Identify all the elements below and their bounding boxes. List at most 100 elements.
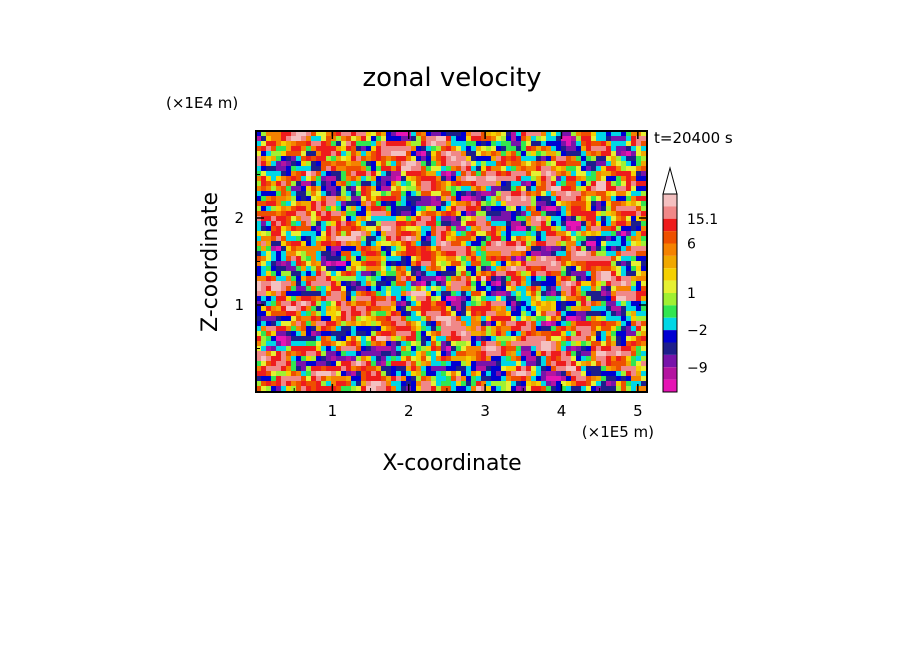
- heatmap-cell: [621, 176, 627, 182]
- heatmap-cell: [546, 316, 552, 322]
- heatmap-cell: [556, 346, 562, 352]
- heatmap-cell: [456, 166, 462, 172]
- heatmap-cell: [441, 261, 447, 267]
- heatmap-cell: [421, 371, 427, 377]
- heatmap-cell: [381, 156, 387, 162]
- heatmap-cell: [576, 271, 582, 277]
- heatmap-cell: [626, 231, 632, 237]
- heatmap-cell: [511, 201, 517, 207]
- heatmap-cell: [396, 261, 402, 267]
- heatmap-cell: [626, 276, 632, 282]
- heatmap-cell: [256, 206, 262, 212]
- heatmap-cell: [441, 341, 447, 347]
- heatmap-cell: [381, 201, 387, 207]
- heatmap-cell: [376, 361, 382, 367]
- heatmap-cell: [501, 271, 507, 277]
- heatmap-cell: [281, 226, 287, 232]
- heatmap-cell: [441, 306, 447, 312]
- heatmap-cell: [436, 261, 442, 267]
- heatmap-cell: [371, 226, 377, 232]
- heatmap-cell: [371, 196, 377, 202]
- heatmap-cell: [461, 186, 467, 192]
- heatmap-cell: [531, 356, 537, 362]
- heatmap-cell: [591, 236, 597, 242]
- heatmap-cell: [276, 376, 282, 382]
- heatmap-cell: [336, 291, 342, 297]
- heatmap-cell: [391, 151, 397, 157]
- heatmap-cell: [336, 341, 342, 347]
- heatmap-cell: [531, 376, 537, 382]
- heatmap-cell: [486, 361, 492, 367]
- heatmap-cell: [501, 341, 507, 347]
- heatmap-cell: [426, 351, 432, 357]
- heatmap-cell: [621, 346, 627, 352]
- heatmap-cell: [431, 151, 437, 157]
- colorbar-bin: [663, 231, 677, 244]
- heatmap-cell: [396, 181, 402, 187]
- heatmap-cell: [461, 276, 467, 282]
- heatmap-cell: [536, 311, 542, 317]
- heatmap-cell: [381, 331, 387, 337]
- heatmap-cell: [576, 361, 582, 367]
- heatmap-cell: [581, 311, 587, 317]
- heatmap-cell: [436, 356, 442, 362]
- heatmap-cell: [591, 156, 597, 162]
- heatmap-cell: [561, 291, 567, 297]
- heatmap-cell: [321, 276, 327, 282]
- heatmap-cell: [551, 176, 557, 182]
- heatmap-cell: [346, 346, 352, 352]
- heatmap-cell: [511, 206, 517, 212]
- heatmap-cell: [451, 211, 457, 217]
- heatmap-cell: [416, 166, 422, 172]
- heatmap-cell: [406, 266, 412, 272]
- heatmap-cell: [316, 296, 322, 302]
- heatmap-cell: [491, 276, 497, 282]
- heatmap-cell: [596, 296, 602, 302]
- heatmap-cell: [381, 236, 387, 242]
- heatmap-cell: [426, 201, 432, 207]
- heatmap-cell: [401, 171, 407, 177]
- heatmap-cell: [501, 311, 507, 317]
- heatmap-cell: [276, 131, 282, 137]
- heatmap-cell: [486, 241, 492, 247]
- heatmap-cell: [536, 326, 542, 332]
- heatmap-cell: [486, 201, 492, 207]
- heatmap-cell: [606, 181, 612, 187]
- heatmap-cell: [601, 141, 607, 147]
- heatmap-cell: [526, 321, 532, 327]
- heatmap-cell: [571, 326, 577, 332]
- heatmap-cell: [426, 211, 432, 217]
- heatmap-cell: [576, 221, 582, 227]
- heatmap-cell: [491, 361, 497, 367]
- heatmap-cell: [331, 356, 337, 362]
- heatmap-cell: [271, 291, 277, 297]
- heatmap-cell: [261, 386, 267, 392]
- heatmap-cell: [461, 216, 467, 222]
- heatmap-cell: [406, 301, 412, 307]
- heatmap-cell: [406, 246, 412, 252]
- heatmap-cell: [616, 211, 622, 217]
- heatmap-cell: [471, 266, 477, 272]
- heatmap-cell: [261, 266, 267, 272]
- heatmap-cell: [506, 261, 512, 267]
- heatmap-cell: [601, 281, 607, 287]
- heatmap-cell: [296, 376, 302, 382]
- heatmap-cell: [371, 166, 377, 172]
- heatmap-cell: [541, 341, 547, 347]
- heatmap-cell: [531, 166, 537, 172]
- heatmap-cell: [621, 136, 627, 142]
- heatmap-cell: [326, 196, 332, 202]
- heatmap-cell: [266, 286, 272, 292]
- heatmap-cell: [356, 226, 362, 232]
- heatmap-cell: [571, 301, 577, 307]
- heatmap-cell: [311, 376, 317, 382]
- heatmap-cell: [611, 141, 617, 147]
- heatmap-cell: [566, 386, 572, 392]
- heatmap-cell: [476, 156, 482, 162]
- heatmap-cell: [531, 351, 537, 357]
- heatmap-cell: [516, 346, 522, 352]
- heatmap-cell: [586, 306, 592, 312]
- heatmap-cell: [546, 371, 552, 377]
- heatmap-cell: [601, 356, 607, 362]
